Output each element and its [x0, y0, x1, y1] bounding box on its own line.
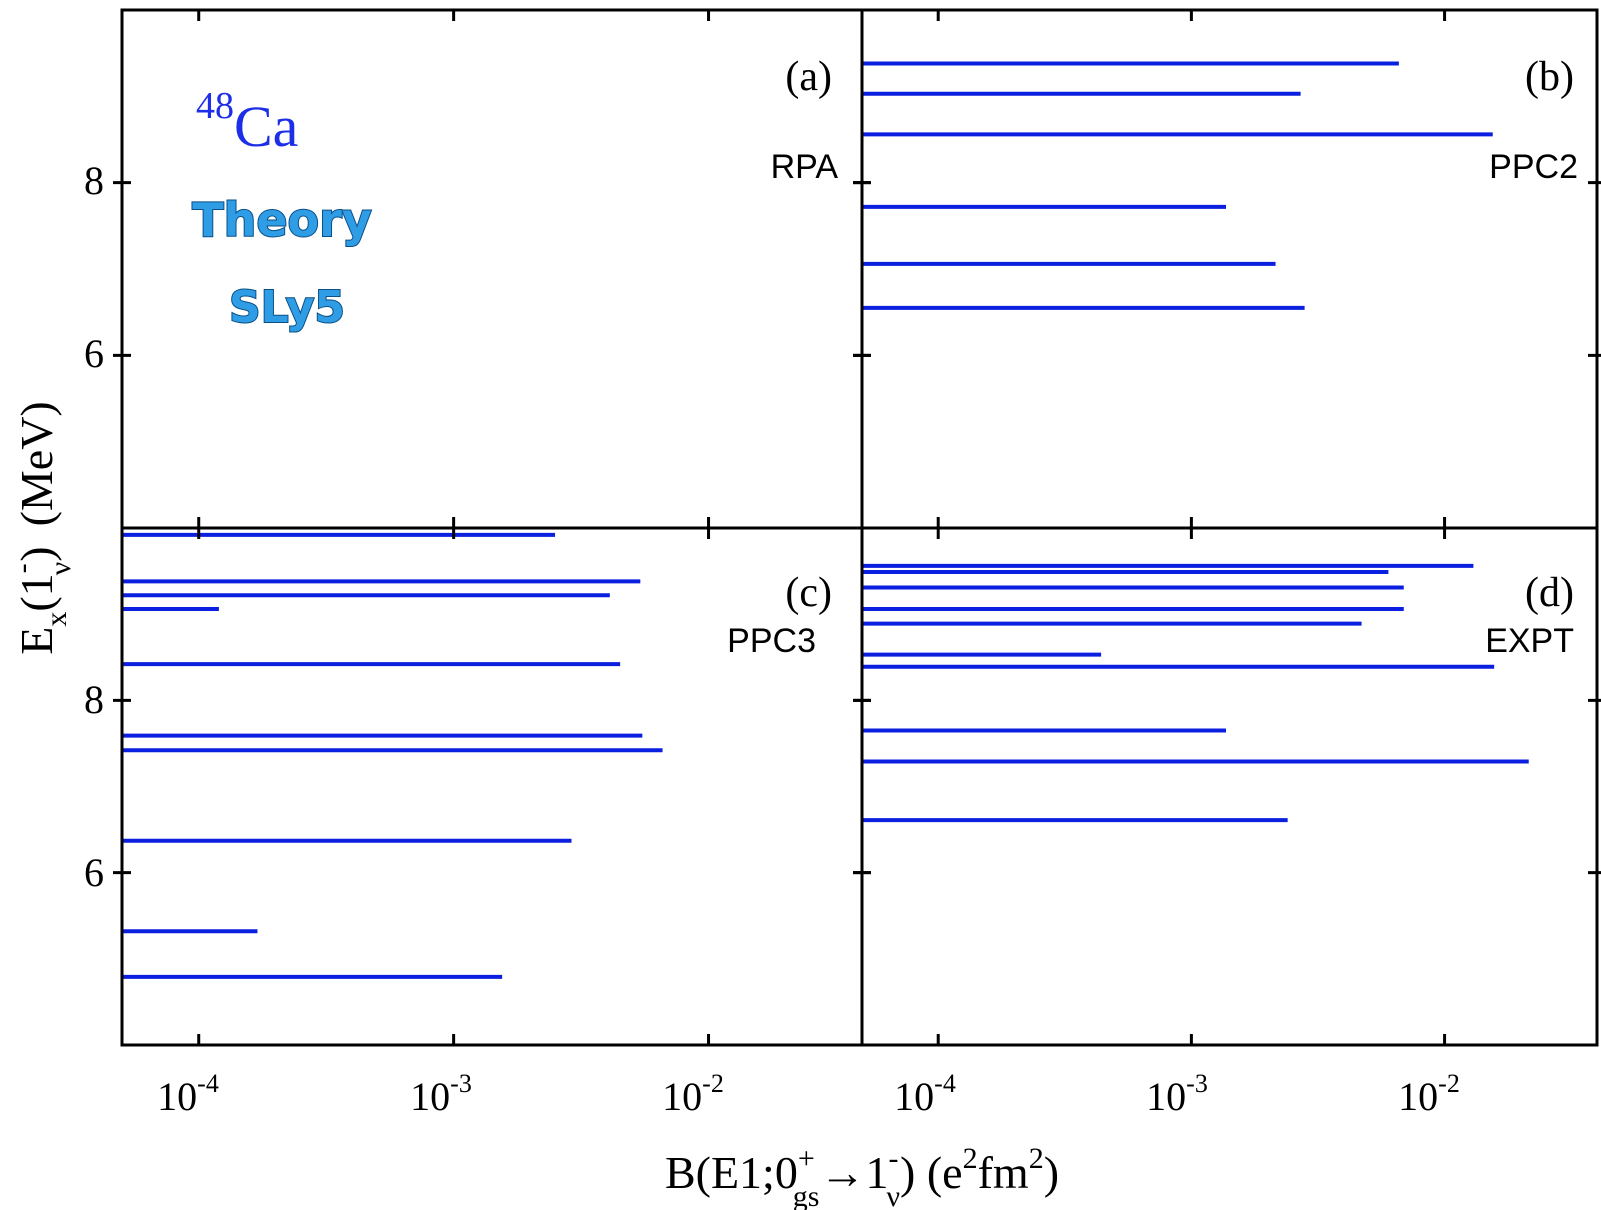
panel-d-bars: [863, 563, 1529, 823]
method-label-expt: EXPT: [1485, 622, 1574, 660]
panel-tag-b: (b): [1525, 54, 1574, 100]
panel-b: [853, 10, 1601, 528]
x-tick-label-d-1e-3: 10-3: [1146, 1069, 1208, 1119]
panel-b-ticks: [853, 10, 1601, 528]
panel-tag-a: (a): [785, 54, 832, 100]
interaction-label: SLy5: [229, 282, 345, 333]
x-tick-label-d-1e-4: 10-4: [894, 1069, 956, 1119]
panel-tag-c: (c): [785, 570, 832, 616]
panel-c: [113, 528, 871, 1045]
method-label-ppc3: PPC3: [727, 622, 816, 660]
y-tick-label-c-6: 6: [84, 850, 104, 895]
panel-d: [853, 528, 1601, 1045]
y-tick-label-a-6: 6: [84, 331, 104, 376]
method-label-ppc2: PPC2: [1489, 148, 1578, 186]
y-tick-label-c-8: 8: [84, 677, 104, 722]
panel-b-bars: [863, 61, 1493, 310]
x-tick-label-c-1e-4: 10-4: [157, 1069, 219, 1119]
method-label-rpa: RPA: [771, 148, 839, 186]
x-tick-label-c-1e-2: 10-2: [662, 1069, 724, 1119]
panel-tag-d: (d): [1525, 570, 1574, 616]
nucleus-label: 48Ca: [196, 85, 298, 159]
panel-d-ticks: [853, 528, 1601, 1045]
panel-c-ticks: [113, 528, 871, 1045]
x-tick-label-c-1e-3: 10-3: [410, 1069, 472, 1119]
panel-c-bars: [123, 532, 663, 979]
x-axis-title: B(E1;0+ gs→1-ν) (e2fm2): [665, 1142, 1059, 1210]
x-tick-label-d-1e-2: 10-2: [1398, 1069, 1460, 1119]
y-tick-label-a-8: 8: [84, 158, 104, 203]
theory-label: Theory: [192, 193, 372, 247]
y-axis-title: Ex(1- ν)(MeV): [6, 401, 77, 655]
